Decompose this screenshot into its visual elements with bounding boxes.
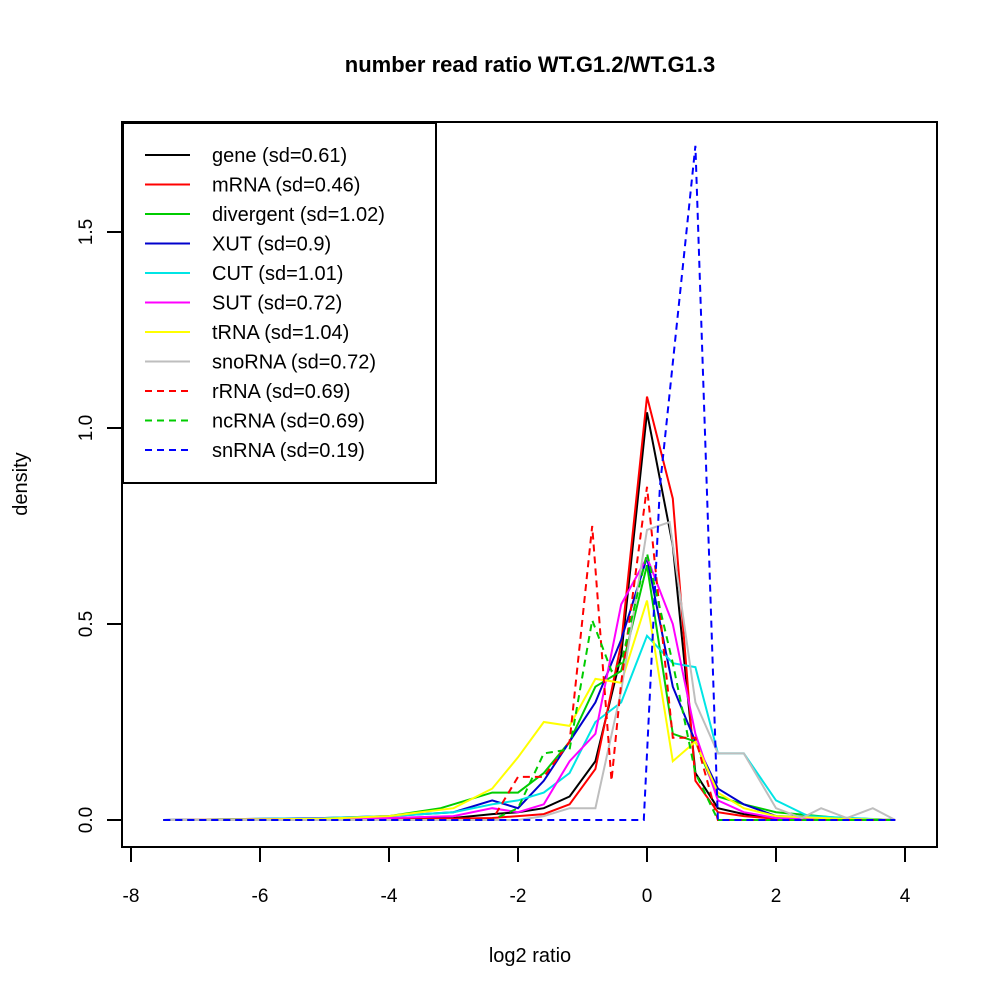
chart-title: number read ratio WT.G1.2/WT.G1.3 bbox=[345, 52, 715, 77]
series-line-2 bbox=[163, 564, 896, 821]
series-line-6 bbox=[163, 600, 896, 821]
legend-label: rRNA (sd=0.69) bbox=[212, 381, 350, 403]
series-line-9 bbox=[163, 553, 896, 821]
legend-label: CUT (sd=1.01) bbox=[212, 263, 343, 285]
legend-label: divergent (sd=1.02) bbox=[212, 204, 385, 226]
legend-label: snRNA (sd=0.19) bbox=[212, 440, 365, 462]
x-tick-label: 4 bbox=[900, 886, 911, 907]
y-tick-label: 1.5 bbox=[76, 219, 97, 245]
y-axis: 0.0 0.5 1.0 1.5 bbox=[76, 219, 123, 833]
legend: gene (sd=0.61) mRNA (sd=0.46) divergent (s… bbox=[122, 122, 437, 484]
x-tick-label: -6 bbox=[252, 886, 269, 907]
series-line-8 bbox=[163, 486, 896, 821]
y-tick-label: 1.0 bbox=[76, 415, 97, 441]
series-line-10 bbox=[163, 145, 896, 821]
y-tick-label: 0.0 bbox=[76, 807, 97, 833]
x-tick-label: -8 bbox=[123, 886, 140, 907]
legend-label: ncRNA (sd=0.69) bbox=[212, 411, 365, 433]
series-line-5 bbox=[163, 555, 896, 821]
legend-label: XUT (sd=0.9) bbox=[212, 234, 331, 256]
x-tick-label: -4 bbox=[381, 886, 398, 907]
y-tick-label: 0.5 bbox=[76, 611, 97, 637]
legend-label: mRNA (sd=0.46) bbox=[212, 175, 360, 197]
x-tick-label: 0 bbox=[642, 886, 653, 907]
x-tick-label: 2 bbox=[771, 886, 782, 907]
series-line-0 bbox=[163, 412, 896, 821]
series-line-1 bbox=[163, 396, 896, 821]
x-axis-label: log2 ratio bbox=[489, 945, 571, 967]
legend-label: snoRNA (sd=0.72) bbox=[212, 352, 376, 374]
series-line-7 bbox=[163, 520, 896, 821]
series-line-3 bbox=[163, 557, 896, 821]
series-layer bbox=[163, 145, 896, 821]
legend-label: tRNA (sd=1.04) bbox=[212, 322, 349, 344]
legend-label: SUT (sd=0.72) bbox=[212, 293, 342, 315]
x-axis: -8 -6 -4 -2 0 2 4 bbox=[123, 846, 911, 907]
legend-label: gene (sd=0.61) bbox=[212, 145, 347, 167]
y-axis-label: density bbox=[10, 452, 32, 515]
x-tick-label: -2 bbox=[510, 886, 527, 907]
series-line-4 bbox=[163, 633, 896, 821]
